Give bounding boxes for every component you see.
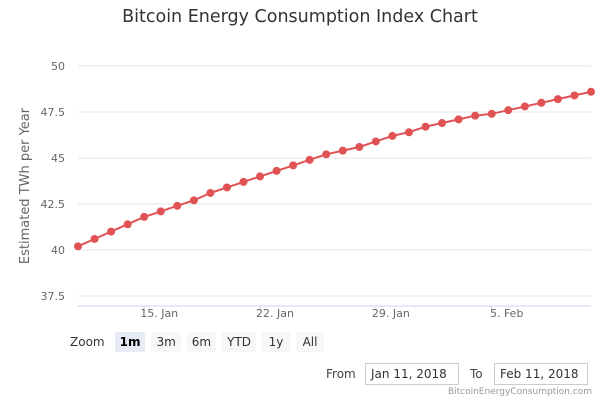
data-point[interactable] xyxy=(322,150,331,159)
y-axis: 37.5 40 42.5 45 47.5 50 xyxy=(41,60,66,303)
data-point[interactable] xyxy=(305,155,314,164)
data-point[interactable] xyxy=(371,137,380,146)
zoom-label: Zoom xyxy=(70,335,105,349)
series-line xyxy=(77,90,592,248)
data-point[interactable] xyxy=(388,131,397,140)
data-point[interactable] xyxy=(587,87,595,96)
data-point[interactable] xyxy=(74,242,82,251)
data-point[interactable] xyxy=(355,142,364,151)
data-point[interactable] xyxy=(189,196,198,205)
data-point[interactable] xyxy=(107,227,116,236)
data-point[interactable] xyxy=(504,106,513,115)
data-point[interactable] xyxy=(520,102,529,111)
data-point[interactable] xyxy=(404,128,413,137)
y-tick-label: 45 xyxy=(51,152,65,165)
y-tick-label: 37.5 xyxy=(41,290,66,303)
x-axis: 15. Jan 22. Jan 29. Jan 5. Feb xyxy=(78,305,591,320)
credit-link[interactable]: BitcoinEnergyConsumption.com xyxy=(447,387,592,397)
x-tick-label: 15. Jan xyxy=(140,307,178,320)
y-tick-label: 50 xyxy=(51,60,65,73)
series-layer xyxy=(74,87,595,251)
data-point[interactable] xyxy=(256,172,265,181)
y-tick-label: 42.5 xyxy=(41,198,66,211)
data-point[interactable] xyxy=(140,212,149,221)
zoom-button-1m[interactable]: 1m xyxy=(114,332,146,352)
zoom-button-3m[interactable]: 3m xyxy=(151,332,181,352)
data-point[interactable] xyxy=(272,166,281,175)
y-tick-label: 47.5 xyxy=(41,106,66,119)
range-to-label: To xyxy=(470,367,483,381)
range-from-label: From xyxy=(326,367,356,381)
data-point[interactable] xyxy=(206,188,215,197)
x-tick-label: 5. Feb xyxy=(490,307,523,320)
range-to-input[interactable]: Feb 11, 2018 xyxy=(494,363,588,385)
data-point[interactable] xyxy=(537,98,546,107)
zoom-button-6m[interactable]: 6m xyxy=(186,332,217,352)
chart-title: Bitcoin Energy Consumption Index Chart xyxy=(122,7,478,27)
data-point[interactable] xyxy=(553,95,562,104)
data-point[interactable] xyxy=(454,115,463,124)
data-point[interactable] xyxy=(338,146,347,155)
data-point[interactable] xyxy=(438,119,447,128)
data-point[interactable] xyxy=(471,111,480,120)
data-point[interactable] xyxy=(289,161,298,170)
data-point[interactable] xyxy=(570,91,579,100)
data-point[interactable] xyxy=(222,183,231,192)
zoom-button-all[interactable]: All xyxy=(296,332,325,352)
data-point[interactable] xyxy=(487,109,496,118)
zoom-button-1y[interactable]: 1y xyxy=(262,332,291,352)
x-tick-label: 22. Jan xyxy=(256,307,294,320)
zoom-button-ytd[interactable]: YTD xyxy=(222,332,257,352)
range-from-input[interactable]: Jan 11, 2018 xyxy=(365,363,459,385)
x-tick-label: 29. Jan xyxy=(372,307,410,320)
data-point[interactable] xyxy=(90,234,99,243)
y-axis-title: Estimated TWh per Year xyxy=(18,107,33,264)
zoom-bar: Zoom 1m 3m 6m YTD 1y All xyxy=(70,331,325,353)
data-point[interactable] xyxy=(123,220,132,229)
data-point[interactable] xyxy=(156,207,165,216)
chart-area: 15. Jan 22. Jan 29. Jan 5. Feb 37.5 40 42.5 45… xyxy=(18,60,595,320)
grid-lines xyxy=(78,65,591,297)
data-point[interactable] xyxy=(239,177,248,186)
data-point[interactable] xyxy=(421,122,430,131)
y-tick-label: 40 xyxy=(51,244,65,257)
data-point[interactable] xyxy=(173,201,182,210)
